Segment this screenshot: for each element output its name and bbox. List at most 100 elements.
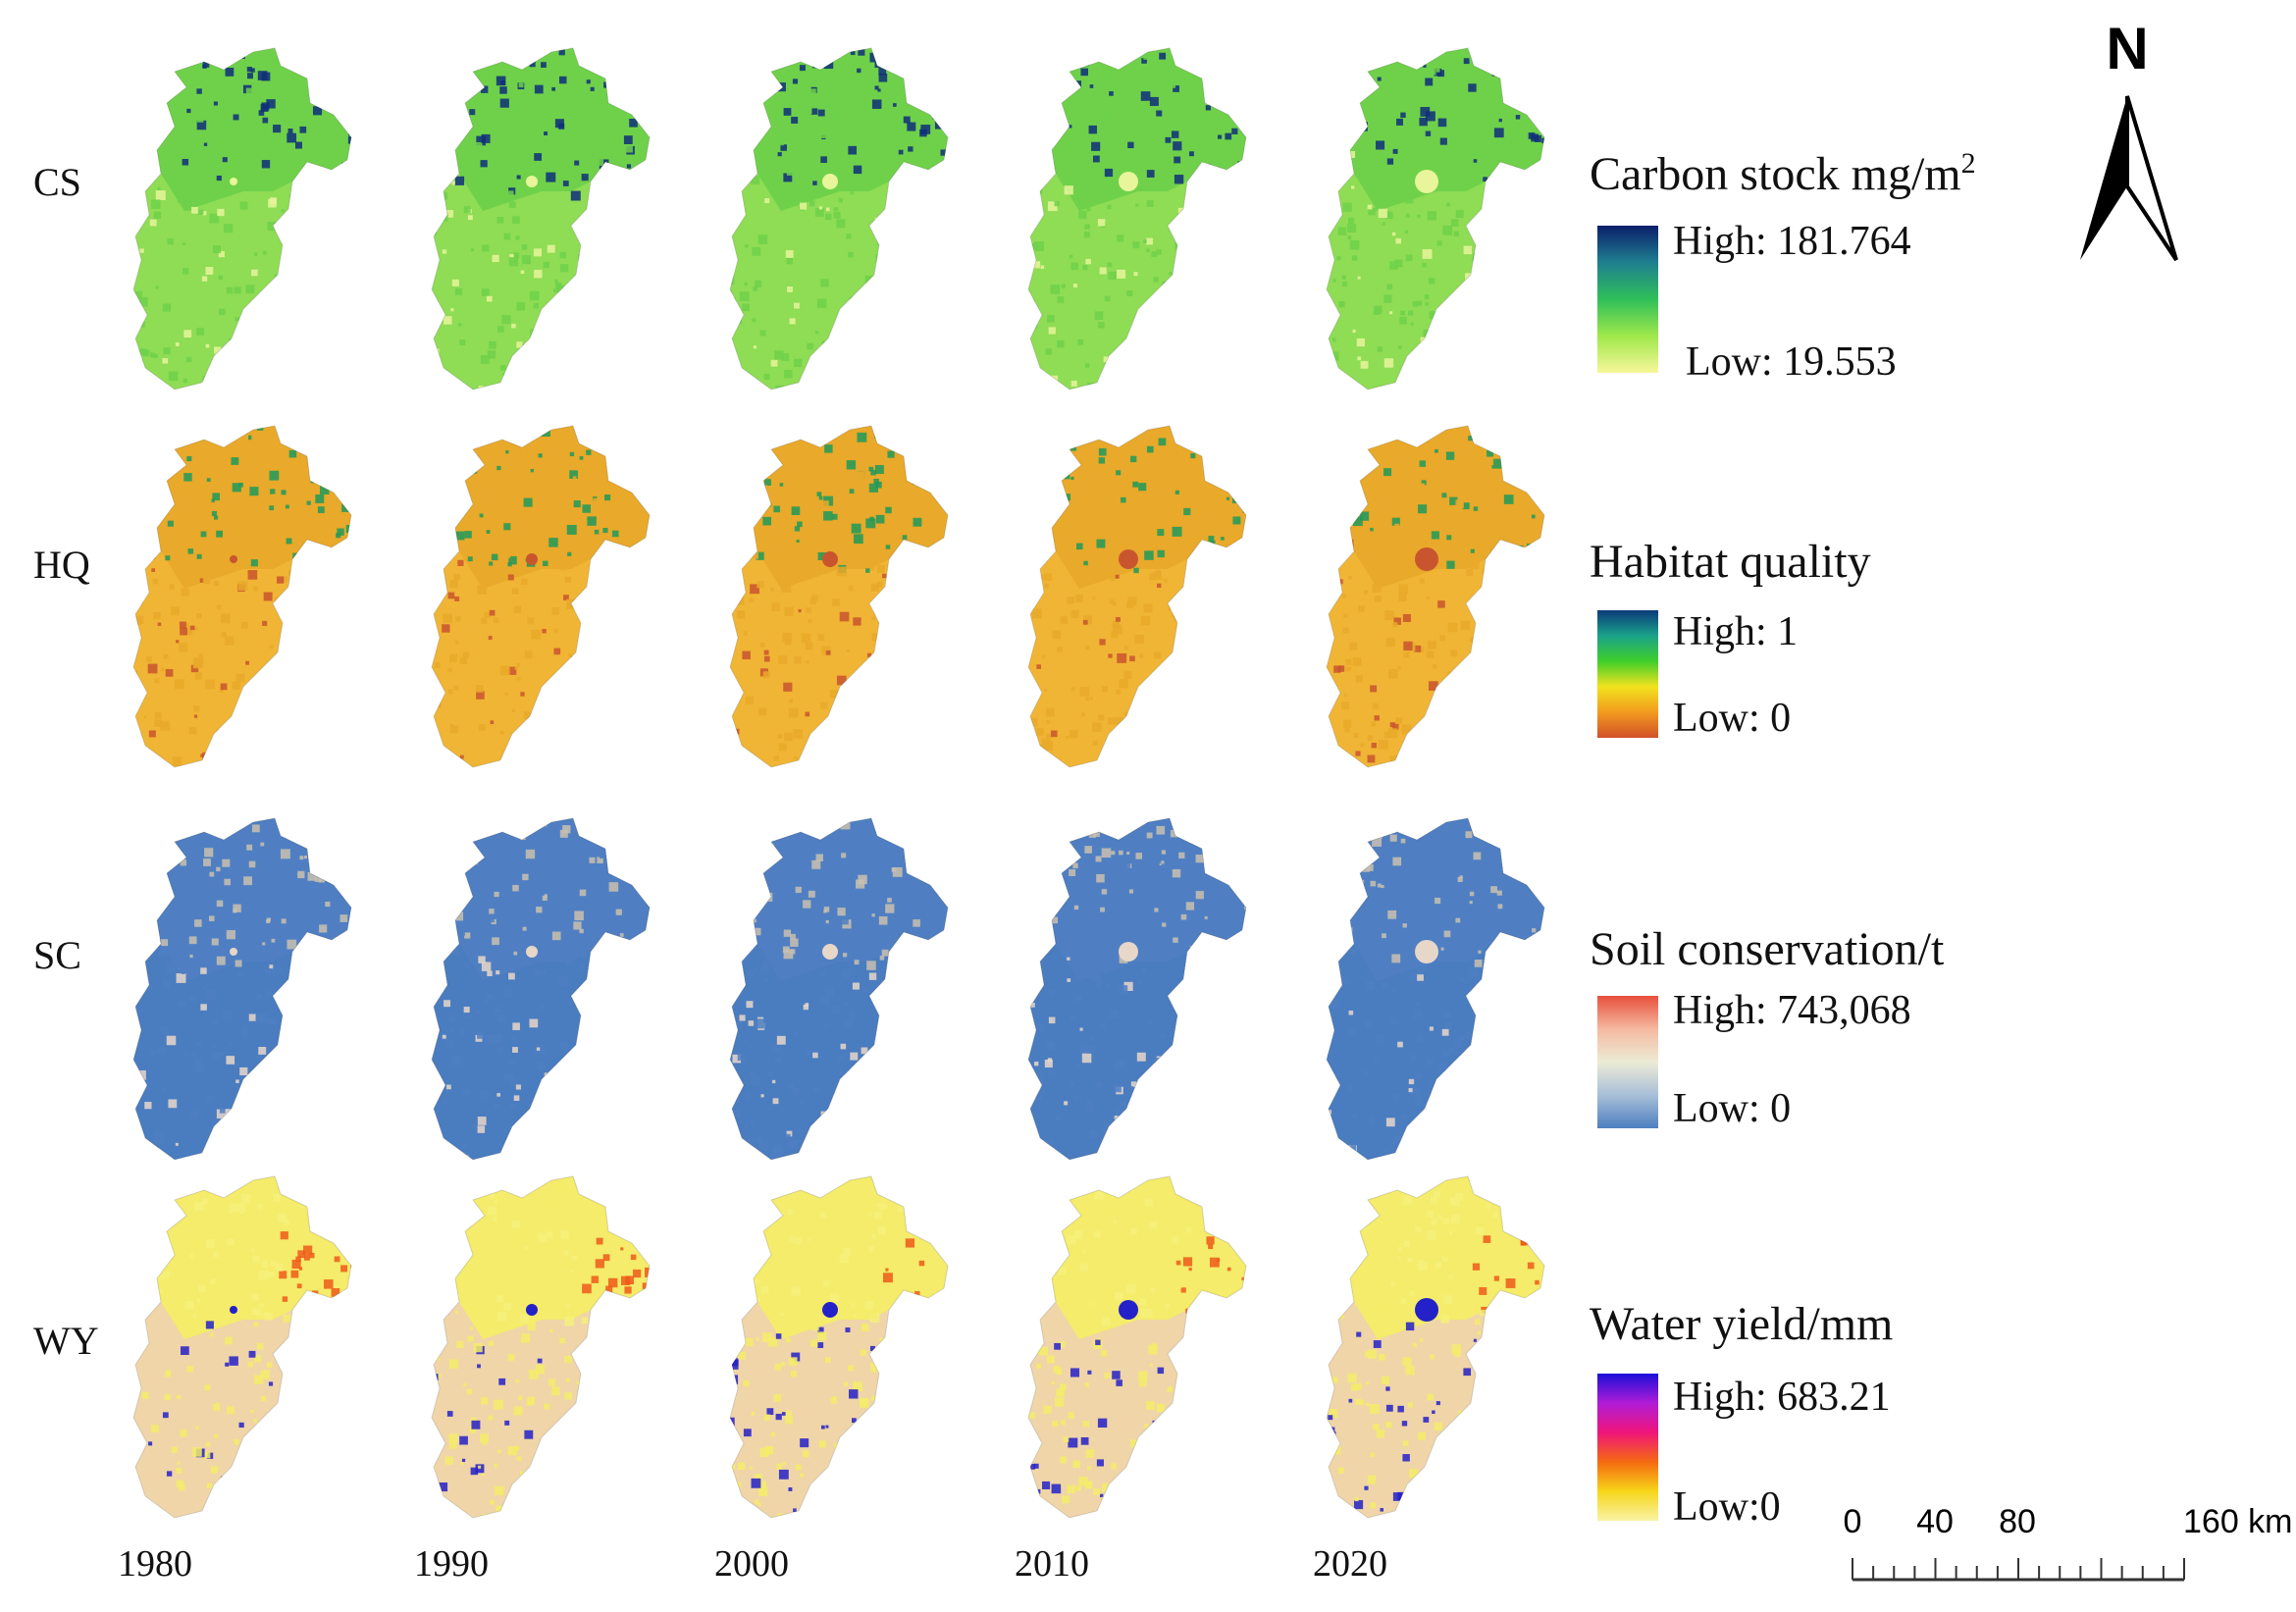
map-texture-cell	[897, 255, 902, 260]
map-texture-cell	[1484, 1095, 1492, 1103]
map-texture-cell	[432, 1176, 437, 1182]
map-texture-cell	[248, 385, 255, 390]
map-texture-cell	[155, 190, 166, 201]
map-texture-cell	[887, 999, 893, 1006]
map-texture-cell	[353, 335, 357, 338]
map-texture-cell	[1233, 1336, 1237, 1340]
map-texture-cell	[1102, 1204, 1113, 1215]
map-texture-cell	[743, 1379, 750, 1387]
map-texture-cell	[1086, 1104, 1095, 1114]
map-texture-cell	[895, 674, 899, 678]
map-texture-cell	[1035, 728, 1044, 736]
map-texture-cell	[671, 1509, 675, 1513]
map-texture-cell	[1068, 1412, 1074, 1419]
map-texture-cell	[481, 288, 490, 296]
map-texture-cell	[1210, 318, 1214, 323]
map-texture-cell	[1069, 1014, 1076, 1021]
map-texture-cell	[1564, 572, 1573, 581]
map-texture-cell	[885, 545, 891, 549]
map-texture-cell	[1457, 876, 1463, 883]
map-texture-cell	[223, 1011, 232, 1019]
map-texture-cell	[1387, 728, 1398, 739]
map-texture-cell	[281, 691, 290, 701]
map-texture-cell	[614, 476, 620, 482]
map-texture-cell	[1343, 764, 1350, 767]
map-texture-cell	[447, 55, 453, 61]
map-texture-cell	[294, 141, 302, 149]
map-texture-cell	[489, 561, 494, 566]
map-texture-cell	[562, 181, 569, 186]
map-texture-cell	[357, 183, 367, 193]
map-texture-cell	[520, 270, 525, 275]
map-texture-cell	[228, 166, 236, 175]
map-texture-cell	[1455, 1128, 1462, 1134]
map-texture-cell	[1146, 170, 1155, 178]
map-texture-cell	[183, 268, 189, 275]
map-texture-cell	[639, 189, 647, 197]
map-texture-cell	[790, 1358, 796, 1364]
map-texture-cell	[432, 498, 435, 507]
map-texture-cell	[323, 734, 334, 745]
map-texture-cell	[971, 201, 977, 207]
map-texture-cell	[774, 350, 784, 360]
map-texture-cell	[571, 332, 579, 339]
map-texture-cell	[1268, 647, 1276, 655]
map-texture-cell	[589, 650, 594, 653]
map-texture-cell	[1367, 204, 1373, 210]
map-texture-cell	[1483, 657, 1487, 661]
map-texture-cell	[658, 1353, 665, 1360]
map-texture-cell	[657, 446, 663, 452]
map-texture-cell	[905, 353, 913, 362]
map-texture-cell	[938, 1522, 946, 1524]
map-texture-cell	[1436, 1102, 1446, 1112]
map-texture-cell	[887, 1085, 895, 1093]
map-texture-cell	[508, 201, 516, 208]
map-texture-cell	[1157, 730, 1168, 740]
map-texture-cell	[1456, 696, 1465, 704]
map-texture-cell	[1306, 885, 1311, 890]
map-texture-cell	[1351, 485, 1360, 493]
map-texture-cell	[604, 494, 611, 501]
map-texture-cell	[1302, 751, 1306, 754]
map-texture-cell	[1469, 985, 1476, 993]
map-texture-cell	[1004, 693, 1012, 701]
map-texture-cell	[443, 1098, 448, 1104]
map-texture-cell	[1231, 128, 1238, 134]
map-texture-cell	[1327, 1023, 1328, 1030]
map-texture-cell	[266, 919, 271, 924]
map-texture-cell	[969, 327, 977, 336]
map-texture-cell	[1009, 449, 1018, 458]
map-texture-cell	[1098, 447, 1107, 456]
map-texture-cell	[244, 1506, 250, 1512]
map-texture-cell	[1554, 1118, 1560, 1124]
map-texture-cell	[359, 283, 368, 291]
map-texture-cell	[730, 1080, 735, 1088]
map-texture-cell	[374, 1087, 379, 1092]
map-texture-cell	[901, 1019, 911, 1029]
map-texture-cell	[1391, 517, 1400, 526]
map-texture-cell	[289, 738, 294, 743]
map-texture-cell	[329, 66, 334, 70]
map-texture-cell	[566, 1447, 573, 1454]
map-texture-cell	[359, 1378, 364, 1382]
map-texture-cell	[941, 584, 947, 590]
map-texture-cell	[860, 1349, 866, 1356]
map-texture-cell	[1119, 679, 1128, 689]
map-texture-cell	[711, 386, 717, 391]
map-texture-cell	[711, 692, 715, 696]
map-texture-cell	[316, 947, 322, 953]
map-texture-cell	[642, 367, 648, 374]
map-texture-cell	[1269, 361, 1276, 371]
map-texture-cell	[1085, 1449, 1095, 1458]
map-texture-cell	[1486, 1151, 1492, 1158]
map-texture-cell	[155, 167, 160, 173]
map-texture-cell	[240, 621, 248, 629]
map-texture-cell	[370, 562, 377, 569]
map-texture-cell	[181, 588, 189, 597]
map-texture-cell	[549, 1328, 553, 1333]
map-texture-cell	[970, 671, 973, 674]
map-texture-cell	[892, 103, 897, 107]
map-texture-cell	[287, 691, 292, 696]
map-texture-cell	[1474, 921, 1485, 932]
map-texture-cell	[780, 1233, 790, 1242]
